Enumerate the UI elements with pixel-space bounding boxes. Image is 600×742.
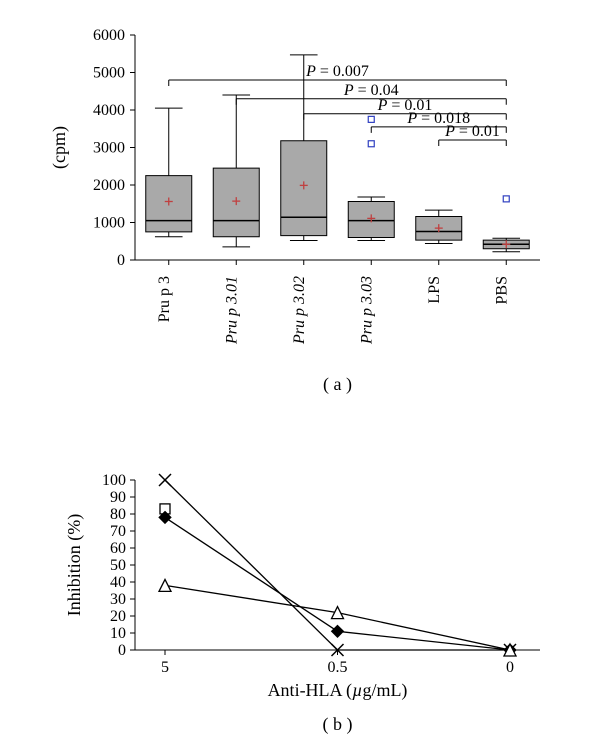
panel-a-category: LPS (426, 276, 443, 304)
series-line (165, 517, 338, 631)
panel-a-ytick: 0 (117, 252, 125, 269)
panel-b-ytick: 70 (110, 523, 126, 540)
outlier-marker (368, 141, 374, 147)
panel-a-ylabel: (cpm) (49, 126, 70, 169)
panel-a-ytick: 2000 (93, 177, 125, 194)
panel-a-category: Pru p 3.01 (223, 276, 240, 345)
outlier-marker (503, 196, 509, 202)
panel-b-ytick: 30 (110, 591, 126, 608)
series-line (338, 613, 511, 650)
panel-b-ytick: 40 (110, 574, 126, 591)
series-line (338, 631, 511, 650)
panel-b-ytick: 100 (102, 472, 126, 489)
panel-a-category: Pru p 3.03 (358, 276, 375, 345)
panel-a-ytick: 4000 (93, 102, 125, 119)
panel-b-ytick: 60 (110, 540, 126, 557)
panel-a-category: Pru p 3.02 (291, 276, 308, 345)
panel-b-ytick: 50 (110, 557, 126, 574)
p-value-label: P = 0.007 (305, 63, 369, 80)
panel-b-ytick: 0 (118, 642, 126, 659)
panel-b-xlabel: Anti-HLA (µg/mL) (268, 680, 408, 701)
panel-a-ytick: 5000 (93, 65, 125, 82)
panel-b-xtick: 0.5 (328, 659, 348, 676)
panel-b-ytick: 20 (110, 608, 126, 625)
panel-b-ylabel: Inhibition (%) (64, 514, 85, 616)
panel-a-label: ( a ) (323, 374, 352, 395)
panel-b-xtick: 0 (506, 659, 514, 676)
outlier-marker (368, 116, 374, 122)
panel-b-ytick: 90 (110, 489, 126, 506)
panel-b-ytick: 10 (110, 625, 126, 642)
panel-a-category: Pru p 3 (156, 276, 173, 322)
panel-a-ytick: 6000 (93, 27, 125, 44)
series-line (165, 480, 338, 650)
panel-a-category: PBS (493, 276, 510, 304)
series-line (165, 585, 338, 612)
p-value-label: P = 0.01 (444, 123, 500, 140)
panel-b-xtick: 5 (161, 659, 169, 676)
panel-b-ytick: 80 (110, 506, 126, 523)
panel-b-label: ( b ) (323, 714, 353, 735)
panel-a-ytick: 1000 (93, 215, 125, 232)
panel-a-ytick: 3000 (93, 140, 125, 157)
